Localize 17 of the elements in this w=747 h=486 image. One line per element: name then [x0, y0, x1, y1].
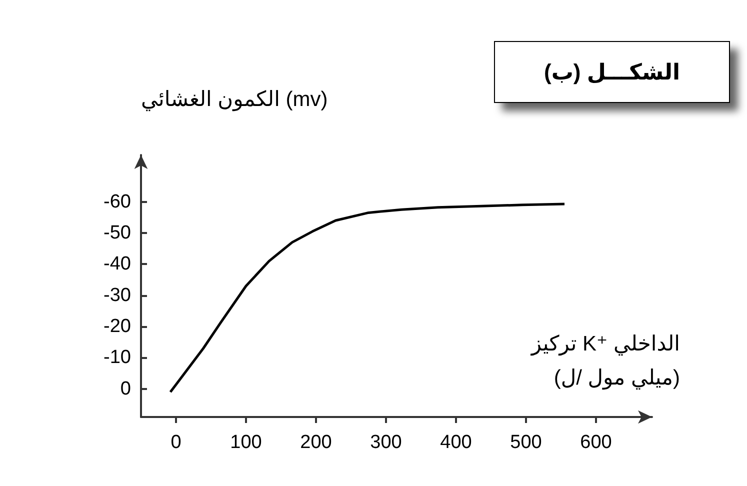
y-axis-title: الكمون الغشائي (mv)	[141, 88, 328, 112]
x-tick-label: 200	[300, 432, 332, 453]
y-tick-label: -10	[104, 347, 131, 368]
y-tick-label: -50	[104, 222, 131, 244]
y-tick-label: -60	[104, 191, 131, 212]
y-tick-label: -20	[104, 316, 131, 338]
y-tick-label: 0	[120, 378, 131, 400]
x-tick-label: 0	[170, 432, 182, 453]
x-tick-label: 600	[580, 432, 612, 453]
x-tick-label: 500	[510, 432, 542, 453]
chart-title: الشكـــل (ب)	[544, 60, 680, 84]
x-tick-label: 300	[370, 432, 402, 453]
y-tick-label: -40	[104, 254, 131, 275]
x-tick-label: 100	[230, 432, 262, 453]
x-axis-title: تركيز K⁺ الداخلي (ميلي مول /ل)	[530, 332, 680, 390]
x-tick-label: 400	[440, 432, 472, 453]
y-tick-label: -30	[104, 284, 131, 306]
